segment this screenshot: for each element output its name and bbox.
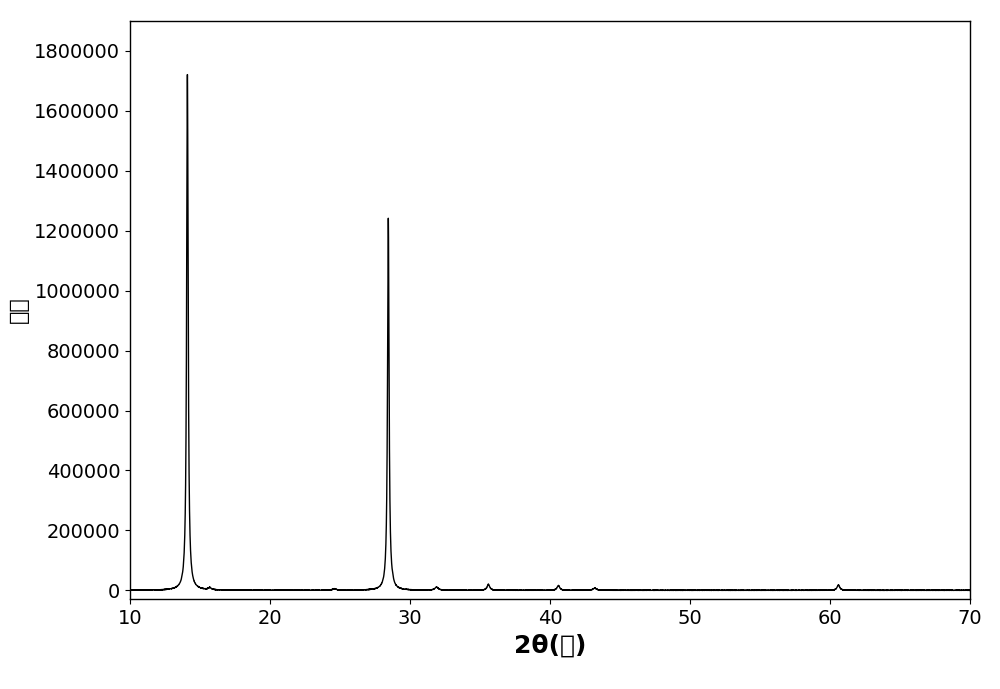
- X-axis label: 2θ(度): 2θ(度): [514, 634, 586, 658]
- Y-axis label: 强度: 强度: [9, 297, 29, 323]
